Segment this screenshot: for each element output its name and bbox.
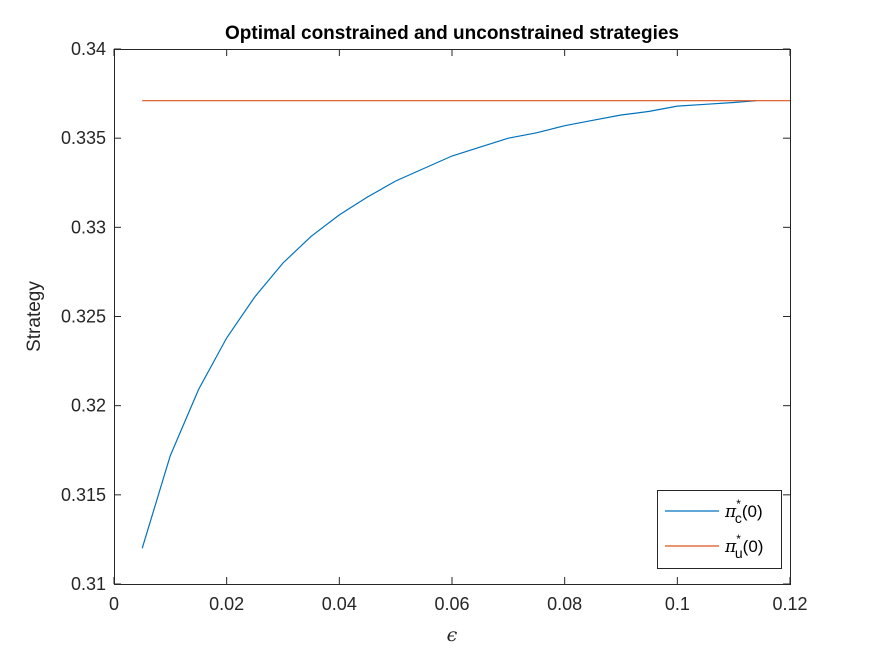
y-tick-label: 0.32 <box>71 396 106 416</box>
x-tick-label: 0.12 <box>772 594 807 614</box>
y-tick-label: 0.335 <box>61 128 106 148</box>
series-line-constrained <box>141 100 757 549</box>
x-tick-label: 0.04 <box>322 594 357 614</box>
x-tick-label: 0.08 <box>547 594 582 614</box>
y-tick-label: 0.34 <box>71 39 106 59</box>
legend-label: π* u(0) <box>724 532 763 561</box>
y-tick-label: 0.315 <box>61 485 106 505</box>
chart-title: Optimal constrained and unconstrained st… <box>225 23 679 44</box>
axes-box <box>114 49 791 585</box>
x-tick-label: 0.1 <box>665 594 690 614</box>
x-tick-label: 0.06 <box>434 594 469 614</box>
y-axis-label: Strategy <box>24 281 45 352</box>
axis-ticks: 0 0.02 0.04 0.06 0.08 0.1 0.12 0.31 0.315 0.32 0.3… <box>61 39 808 614</box>
y-tick-label: 0.325 <box>61 307 106 327</box>
x-tick-label: 0 <box>109 594 119 614</box>
legend-box <box>657 490 782 569</box>
legend: π* c(0) π* u(0) <box>657 490 782 569</box>
legend-label: π* c(0) <box>724 497 763 526</box>
x-axis-label: ϵ <box>447 624 458 646</box>
y-tick-label: 0.33 <box>71 217 106 237</box>
x-tick-label: 0.02 <box>209 594 244 614</box>
series-group <box>141 100 790 549</box>
y-tick-label: 0.31 <box>71 574 106 594</box>
